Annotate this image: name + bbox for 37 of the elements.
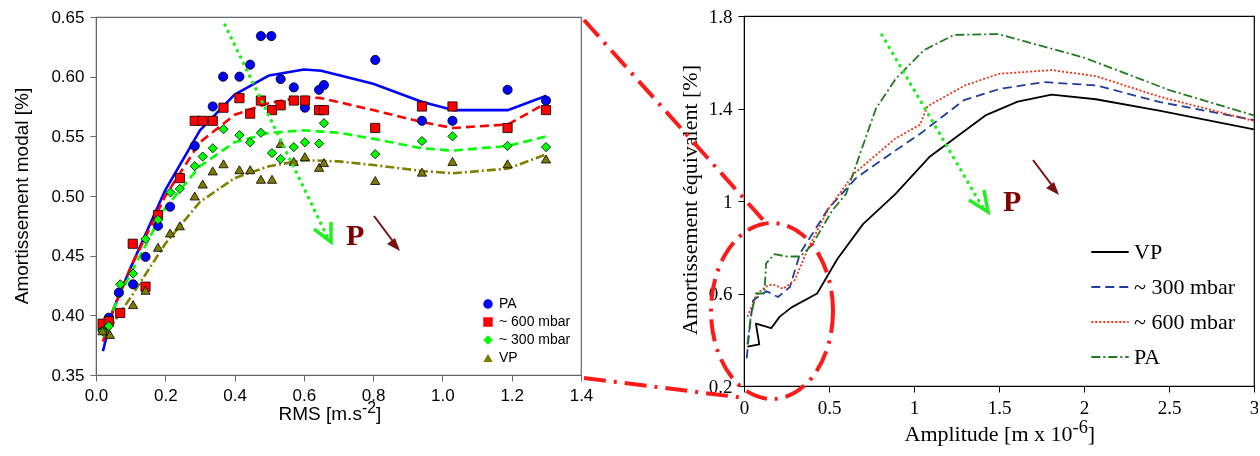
x-tick-label: 2.5	[1157, 396, 1182, 418]
y-tick-label: 1.4	[708, 98, 733, 119]
legend-label: VP	[1134, 239, 1163, 264]
y-tick-label: 0.40	[51, 305, 85, 325]
y-tick-label: 1	[723, 190, 733, 212]
y-tick-label: 0.55	[51, 126, 85, 146]
legend-label: ~ 600 mbar	[1134, 309, 1236, 334]
x-tick-label: 0.4	[223, 385, 247, 405]
y-tick-label: 0.65	[51, 7, 85, 27]
y-axis-title: Amortissement équivalent [%]	[677, 64, 703, 336]
y-tick-label: 0.60	[51, 67, 85, 87]
x-tick-label: 1.4	[569, 385, 594, 405]
annotation: P	[1003, 184, 1022, 218]
x-tick-label: 0.6	[292, 385, 317, 405]
y-axis-title: Amortissement modal [%]	[11, 87, 34, 305]
x-tick-label: 0	[739, 396, 750, 418]
x-tick-label: 2	[1079, 396, 1090, 418]
x-tick-label: 1	[909, 396, 920, 418]
y-tick-label: 0.45	[51, 246, 85, 266]
legend-label: ~ 600 mbar	[499, 313, 571, 329]
x-tick-label: 1.5	[987, 396, 1012, 418]
y-tick-label: 1.8	[708, 5, 733, 27]
y-tick-label: 0.50	[51, 186, 85, 206]
y-tick-label: 0.35	[51, 365, 85, 385]
x-tick-label: 3	[1249, 396, 1260, 418]
x-tick-label: 0.2	[153, 385, 178, 405]
x-axis-title: Amplitude [m x 10$^{-6}$]	[904, 417, 1096, 448]
legend-label: PA	[499, 295, 518, 311]
x-tick-label: 0.0	[84, 385, 109, 405]
x-tick-label: 1.0	[431, 385, 455, 405]
legend-label: VP	[499, 349, 518, 365]
legend-label: PA	[1134, 344, 1161, 369]
x-tick-label: 1.2	[500, 385, 525, 405]
x-tick-label: 0.5	[817, 396, 842, 418]
legend-label: ~ 300 mbar	[1134, 274, 1236, 299]
legend-label: ~ 300 mbar	[499, 331, 571, 347]
annotation: P	[346, 218, 365, 252]
